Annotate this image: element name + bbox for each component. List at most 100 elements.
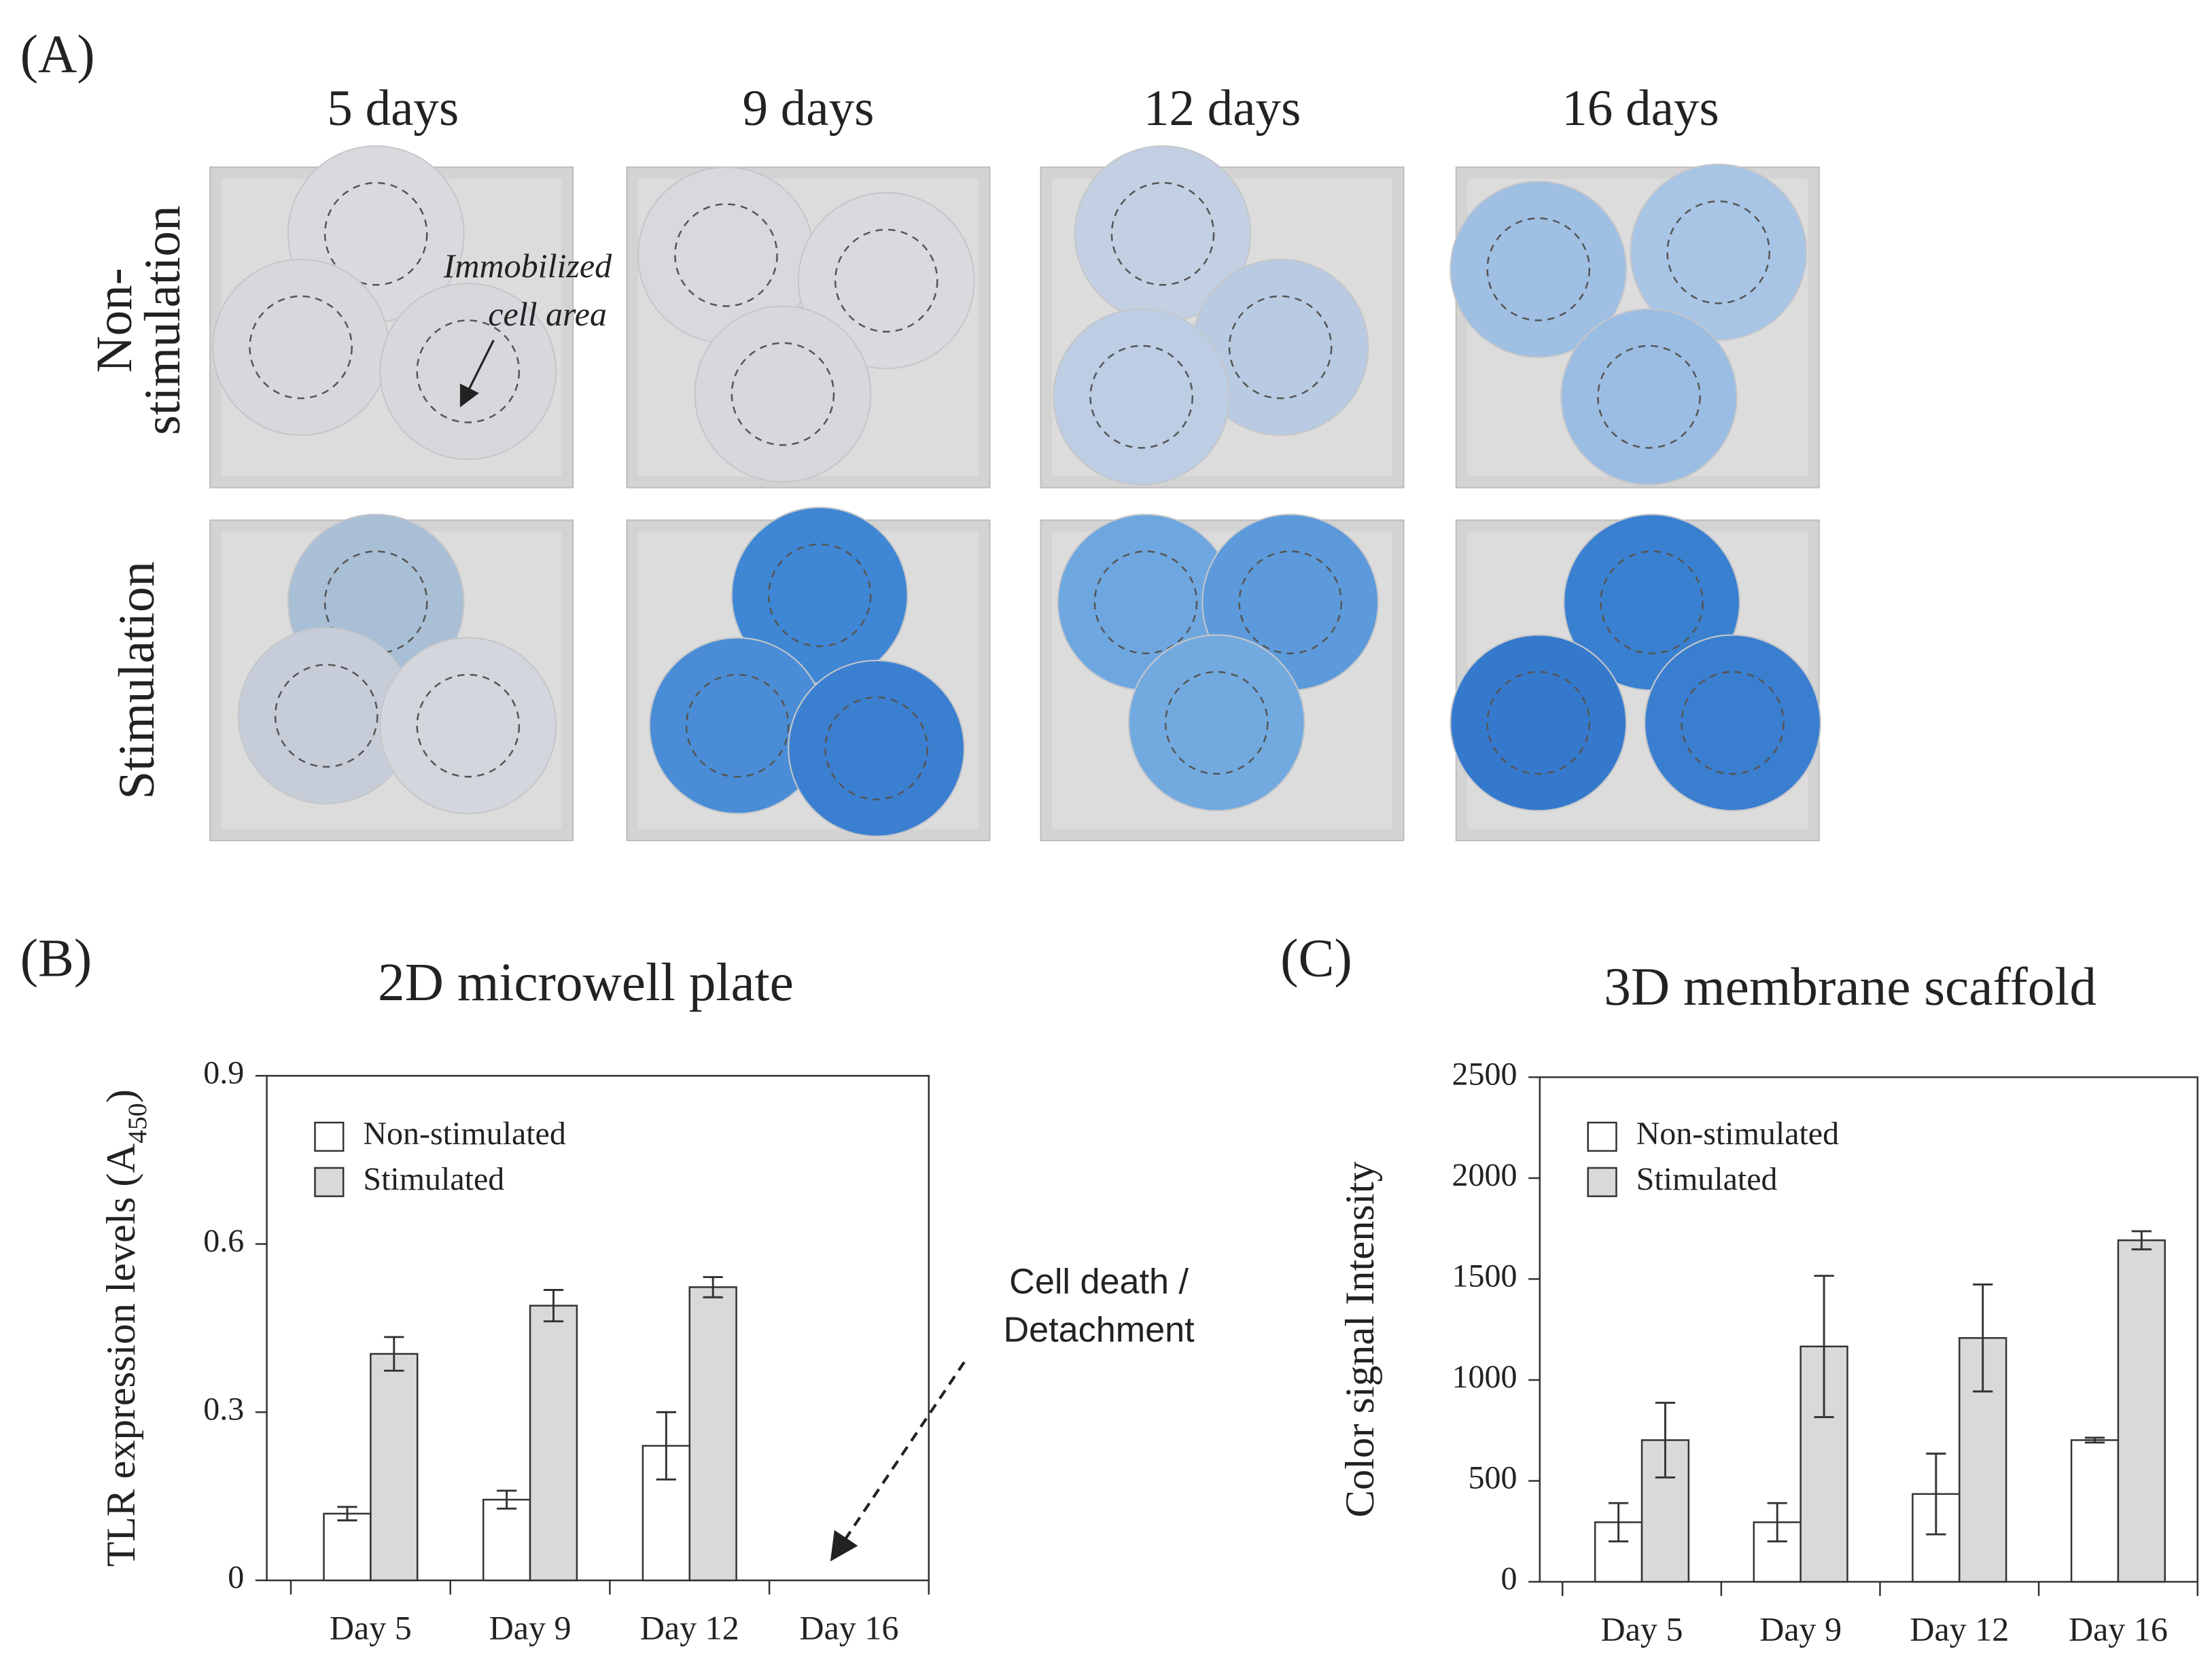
y-tick-label: 0.6: [203, 1223, 244, 1259]
membrane-disk: [1560, 308, 1738, 486]
annotation-text: Detachment: [1004, 1311, 1195, 1350]
error-bar: [1655, 1402, 1676, 1479]
y-axis-label-part: 450: [122, 1103, 152, 1143]
panel-label: (A): [20, 24, 95, 84]
panel-a: (A) 5 days 9 days 12 days 16 days Non- s…: [20, 24, 1719, 800]
bar: [482, 1498, 531, 1582]
y-tick-label: 1500: [1452, 1258, 1517, 1294]
column-label: 5 days: [327, 80, 459, 137]
legend-label: Stimulated: [1636, 1161, 1778, 1197]
membrane-disk: [1127, 634, 1305, 812]
column-label: 9 days: [742, 80, 874, 137]
row-label: Non-: [86, 268, 143, 372]
legend-swatch: [314, 1121, 345, 1152]
bar: [688, 1286, 737, 1582]
y-axis-label: TLR expression levels (A450): [99, 1089, 152, 1567]
chart: (B) 2D microwell plate TLR expression leve…: [20, 929, 1195, 1647]
x-tick-label: Day 16: [799, 1609, 898, 1647]
legend-label: Non-stimulated: [1636, 1116, 1839, 1152]
y-axis-label: Color signal Intensity: [1337, 1161, 1383, 1517]
membrane-disk: [379, 637, 557, 815]
cell-area: [1238, 550, 1343, 654]
row-label: stimulation: [135, 206, 191, 436]
cell-area: [1597, 344, 1701, 449]
membrane-disk: [1450, 180, 1628, 358]
photos: [209, 145, 1821, 842]
cell-area: [767, 543, 872, 648]
error-bar: [1814, 1275, 1834, 1419]
error-bar: [703, 1276, 723, 1298]
cell-area: [323, 181, 428, 286]
y-tick-label: 2500: [1452, 1056, 1517, 1092]
cell-area: [416, 319, 521, 423]
cell-area: [824, 696, 928, 800]
bar: [323, 1512, 372, 1582]
column-label: 12 days: [1144, 80, 1301, 137]
legend-label: Stimulated: [363, 1161, 504, 1197]
error-bar: [337, 1506, 357, 1522]
membrane-disk: [1644, 634, 1821, 812]
chart-title: 2D microwell plate: [378, 953, 794, 1012]
x-tick-label: Day 16: [2069, 1610, 2168, 1648]
x-tick-label: Day 5: [330, 1609, 412, 1647]
cell-area: [1666, 200, 1771, 304]
membrane-disk: [694, 305, 872, 483]
membrane-disk: [1450, 634, 1628, 812]
membrane-disk: [788, 660, 965, 837]
cell-area: [1164, 671, 1269, 775]
error-bar: [1926, 1452, 1946, 1536]
x-tick-label: Day 5: [1601, 1610, 1683, 1648]
chart-title: 3D membrane scaffold: [1604, 957, 2096, 1016]
legend-swatch: [314, 1167, 345, 1197]
error-bar: [2084, 1436, 2105, 1444]
y-axis-label-part: ): [99, 1089, 144, 1103]
cell-area: [1681, 671, 1785, 775]
cell-area: [1486, 671, 1591, 775]
membrane-disk: [797, 192, 975, 370]
cell-area: [274, 664, 379, 768]
cell-area: [1600, 550, 1704, 654]
y-tick-label: 500: [1468, 1460, 1517, 1496]
cell-area: [1089, 344, 1193, 449]
x-tick-label: Day 12: [640, 1609, 739, 1647]
error-bar: [1608, 1502, 1629, 1543]
membrane-disk: [1053, 308, 1231, 486]
annotation-arrow: [830, 1361, 966, 1562]
x-tick-label: Day 9: [1759, 1610, 1842, 1648]
bar: [529, 1305, 578, 1582]
y-axis-label-part: TLR expression levels (A: [99, 1143, 144, 1567]
y-tick-label: 0.3: [203, 1391, 244, 1427]
y-tick-label: 0: [1500, 1561, 1517, 1597]
column-label: 16 days: [1562, 80, 1719, 137]
membrane-disk: [212, 258, 390, 436]
annotation-text: Immobilized: [443, 247, 612, 285]
legend-label: Non-stimulated: [363, 1116, 565, 1152]
membrane-disk: [379, 283, 557, 460]
error-bar: [543, 1289, 564, 1323]
bar: [2070, 1439, 2120, 1583]
annotation-arrow: [459, 339, 495, 408]
cell-area: [1486, 217, 1591, 321]
panel-label: (B): [20, 929, 92, 989]
cell-area: [685, 673, 790, 778]
y-tick-label: 0.9: [203, 1055, 244, 1091]
y-tick-label: 2000: [1452, 1157, 1517, 1193]
legend-swatch: [1587, 1167, 1617, 1197]
error-bar: [656, 1411, 676, 1481]
annotation: Immobilized cell area: [443, 247, 612, 408]
legend-swatch: [1587, 1121, 1617, 1152]
bar: [370, 1353, 419, 1582]
y-axis-label-part: Color signal Intensity: [1337, 1161, 1383, 1517]
cell-area: [249, 295, 353, 400]
annotation-text: Cell death /: [1009, 1262, 1189, 1302]
error-bar: [1767, 1502, 1787, 1543]
row-label: Stimulation: [109, 561, 165, 799]
cell-area: [731, 342, 835, 446]
annotation-text: cell area: [488, 295, 607, 333]
error-bar: [497, 1489, 517, 1510]
error-bar: [2131, 1230, 2152, 1251]
error-bar: [1973, 1283, 1993, 1393]
x-tick-label: Day 12: [1910, 1610, 2009, 1648]
